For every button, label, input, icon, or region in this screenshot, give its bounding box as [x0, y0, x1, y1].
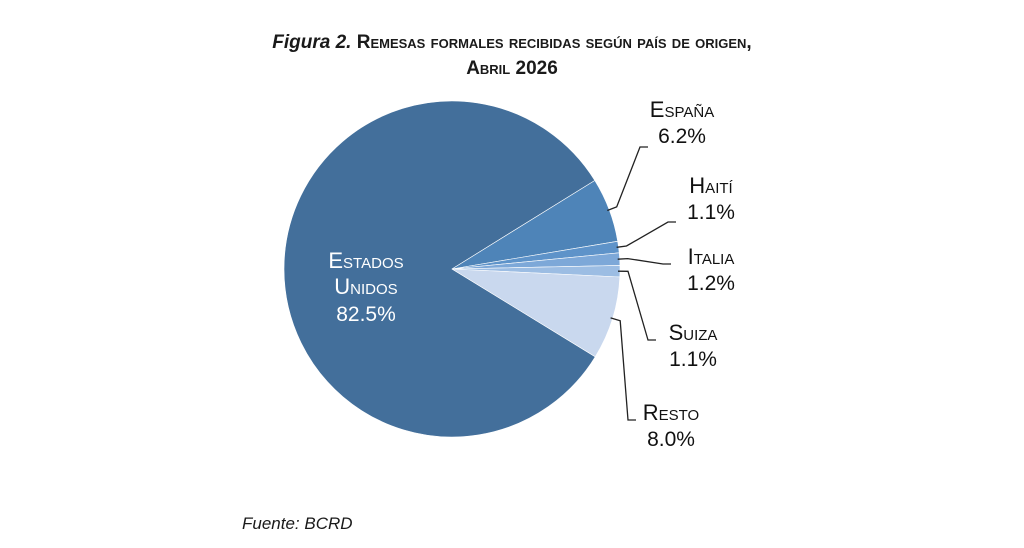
slice-value-italia: 1.2% — [687, 272, 735, 295]
figure-number: Figura 2. — [272, 32, 352, 53]
slice-value-resto: 8.0% — [647, 428, 695, 451]
pie-slice-estados-unidos — [283, 100, 596, 438]
slice-label-resto: Resto — [643, 400, 699, 425]
slice-label-espana: España — [650, 97, 714, 122]
leader-line-haiti — [616, 221, 676, 248]
slice-label-suiza: Suiza — [669, 320, 718, 345]
source-note: Fuente: BCRD — [242, 514, 353, 533]
leader-line-resto — [610, 317, 636, 421]
slice-value-estados-unidos: 82.5% — [336, 303, 396, 326]
leader-line-espana — [607, 146, 648, 212]
leader-line-italia — [617, 257, 671, 265]
leader-line-suiza — [617, 270, 656, 341]
slice-value-espana: 6.2% — [658, 125, 706, 148]
slice-label-haiti: Haití — [689, 173, 733, 198]
chart-title-line-1: Figura 2. Remesas formales recibidas seg… — [0, 32, 1024, 54]
slice-label-italia: Italia — [688, 244, 735, 269]
chart-title: Remesas formales recibidas según país de… — [356, 32, 752, 53]
chart-subtitle: Abril 2026 — [466, 58, 558, 79]
slice-label-text: Unidos — [334, 274, 397, 299]
slice-label-text: Estados — [328, 248, 403, 273]
slice-value-haiti: 1.1% — [687, 201, 735, 224]
slice-value-suiza: 1.1% — [669, 348, 717, 371]
